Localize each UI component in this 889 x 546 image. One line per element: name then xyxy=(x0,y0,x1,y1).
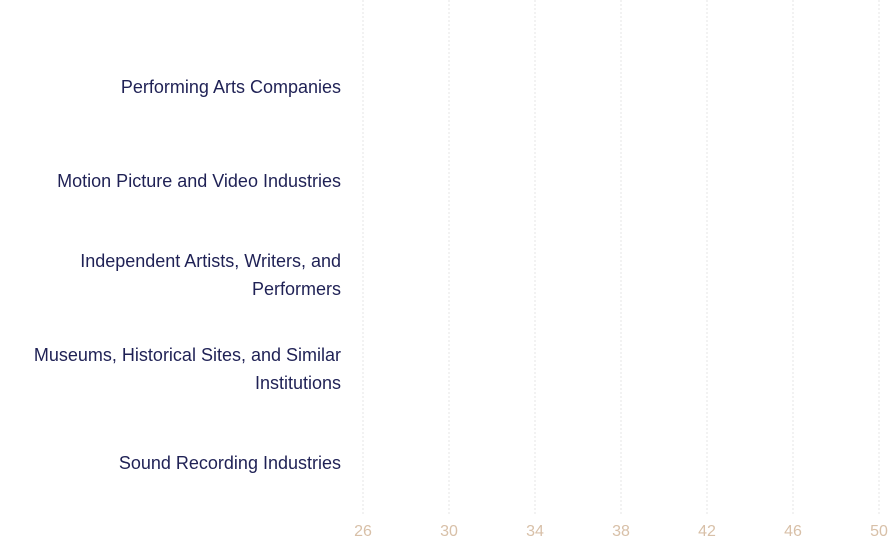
x-tick-label: 30 xyxy=(440,523,458,540)
x-tick-label: 42 xyxy=(698,523,716,540)
x-tick-label: 34 xyxy=(526,523,544,540)
y-tick-label: Museums, Historical Sites, and Similar I… xyxy=(33,345,341,393)
y-tick-label: Sound Recording Industries xyxy=(118,453,341,473)
x-tick-label: 50 xyxy=(870,523,888,540)
x-tick-label: 46 xyxy=(784,523,802,540)
y-tick-label: Motion Picture and Video Industries xyxy=(57,171,341,191)
x-tick-label: 26 xyxy=(354,523,372,540)
y-tick-label: Independent Artists, Writers, and Perfor… xyxy=(80,251,341,299)
x-tick-label: 38 xyxy=(612,523,630,540)
y-tick-label: Performing Arts Companies xyxy=(120,77,341,97)
